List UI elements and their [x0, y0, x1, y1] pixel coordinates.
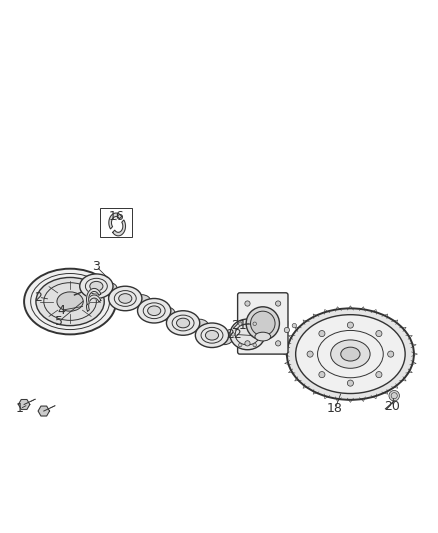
Text: 21: 21 — [231, 319, 247, 332]
Ellipse shape — [191, 319, 208, 333]
Ellipse shape — [287, 309, 414, 400]
Circle shape — [347, 380, 353, 386]
Text: 3: 3 — [92, 260, 100, 273]
Circle shape — [388, 351, 394, 357]
Ellipse shape — [341, 347, 360, 361]
Circle shape — [307, 351, 313, 357]
Circle shape — [276, 301, 281, 306]
Ellipse shape — [119, 294, 132, 303]
Circle shape — [319, 372, 325, 378]
Circle shape — [319, 330, 325, 337]
Ellipse shape — [215, 332, 233, 345]
Text: 22: 22 — [226, 328, 242, 341]
Text: 2: 2 — [35, 290, 42, 304]
Circle shape — [284, 327, 290, 333]
Ellipse shape — [230, 319, 265, 350]
Polygon shape — [109, 213, 122, 229]
Ellipse shape — [205, 330, 219, 340]
Ellipse shape — [24, 269, 116, 334]
Text: 20: 20 — [384, 400, 400, 413]
Ellipse shape — [36, 278, 104, 326]
Circle shape — [253, 343, 256, 347]
Text: 5: 5 — [55, 315, 63, 328]
Ellipse shape — [166, 311, 200, 335]
Polygon shape — [113, 220, 125, 236]
Ellipse shape — [158, 307, 175, 320]
Polygon shape — [87, 295, 101, 311]
Ellipse shape — [296, 314, 405, 393]
Ellipse shape — [133, 295, 151, 308]
Circle shape — [253, 322, 256, 326]
Ellipse shape — [90, 281, 103, 291]
Circle shape — [292, 324, 297, 328]
Ellipse shape — [100, 282, 117, 296]
Polygon shape — [38, 406, 49, 416]
Ellipse shape — [255, 332, 271, 341]
Circle shape — [238, 343, 242, 347]
Bar — [100, 208, 132, 237]
Ellipse shape — [57, 292, 83, 311]
Text: 16: 16 — [108, 209, 124, 223]
Ellipse shape — [246, 307, 279, 340]
Circle shape — [347, 322, 353, 328]
Circle shape — [376, 372, 382, 378]
Polygon shape — [87, 288, 101, 305]
Circle shape — [376, 330, 382, 337]
FancyBboxPatch shape — [237, 293, 288, 354]
Polygon shape — [18, 400, 30, 409]
Ellipse shape — [195, 323, 229, 348]
Ellipse shape — [148, 306, 161, 316]
Ellipse shape — [177, 318, 190, 328]
Ellipse shape — [251, 311, 275, 336]
Circle shape — [231, 333, 235, 336]
Circle shape — [245, 301, 250, 306]
Circle shape — [238, 322, 242, 326]
Circle shape — [276, 341, 281, 346]
Ellipse shape — [109, 286, 142, 311]
Text: 1: 1 — [16, 402, 24, 415]
Ellipse shape — [331, 340, 370, 368]
Circle shape — [389, 391, 399, 401]
Text: 18: 18 — [327, 402, 343, 415]
Ellipse shape — [138, 298, 171, 323]
Text: 4: 4 — [57, 304, 65, 317]
Ellipse shape — [80, 274, 113, 298]
Circle shape — [260, 333, 264, 336]
Circle shape — [245, 341, 250, 346]
